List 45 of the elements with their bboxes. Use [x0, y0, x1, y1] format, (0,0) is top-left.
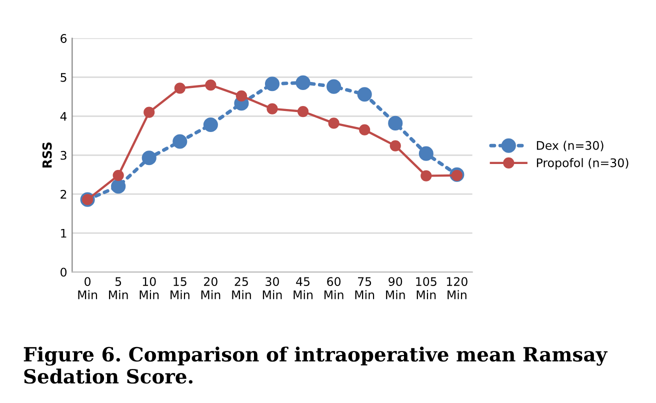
legend-label: Dex (n=30) — [536, 140, 604, 152]
point — [112, 170, 124, 181]
x-tick-label: 5 Min — [109, 277, 128, 300]
point — [236, 90, 248, 102]
point — [172, 134, 188, 149]
x-tick-label: 20 Min — [201, 277, 220, 300]
point — [266, 103, 278, 114]
y-tick-label: 3 — [60, 150, 66, 160]
x-tick-label: 15 Min — [170, 277, 190, 300]
y-axis-title: RSS — [42, 142, 52, 168]
point — [328, 118, 340, 129]
point — [111, 179, 126, 194]
x-tick-label: 60 Min — [324, 277, 344, 300]
x-tick-label: 90 Min — [386, 277, 405, 300]
point — [357, 87, 372, 102]
text: Figure 6. Comparison of intraoperative mean Ramsay Sedation Score. — [24, 346, 608, 384]
x-tick-label: 0 Min — [78, 277, 98, 300]
x-tick-label: 105 Min — [416, 277, 436, 300]
point — [326, 79, 342, 94]
x-tick-label: 30 Min — [262, 277, 282, 300]
point — [142, 150, 156, 166]
x-tick-label: 120 Min — [446, 277, 468, 300]
point — [203, 117, 218, 132]
y-tick-label: 6 — [60, 34, 67, 43]
legend-label: Propofol (n=30) — [536, 158, 628, 170]
x-tick-label: 45 Min — [294, 277, 312, 300]
y-tick-label: 2 — [60, 190, 66, 199]
point — [144, 106, 155, 118]
point — [390, 140, 401, 152]
x-tick-label: 10 Min — [140, 277, 159, 300]
point — [297, 106, 309, 118]
point — [388, 116, 403, 131]
point — [205, 79, 216, 91]
point — [264, 76, 280, 92]
point — [418, 146, 434, 161]
y-tick-label: 4 — [60, 112, 67, 121]
y-tick-label: 1 — [61, 228, 66, 238]
point — [296, 75, 310, 90]
point — [359, 124, 370, 136]
point — [420, 170, 432, 182]
y-tick-label: 0 — [60, 268, 67, 277]
y-tick-label: 5 — [60, 73, 66, 82]
point — [174, 82, 186, 94]
x-tick-label: 75 Min — [355, 277, 374, 300]
x-tick-label: 25 Min — [232, 277, 251, 300]
